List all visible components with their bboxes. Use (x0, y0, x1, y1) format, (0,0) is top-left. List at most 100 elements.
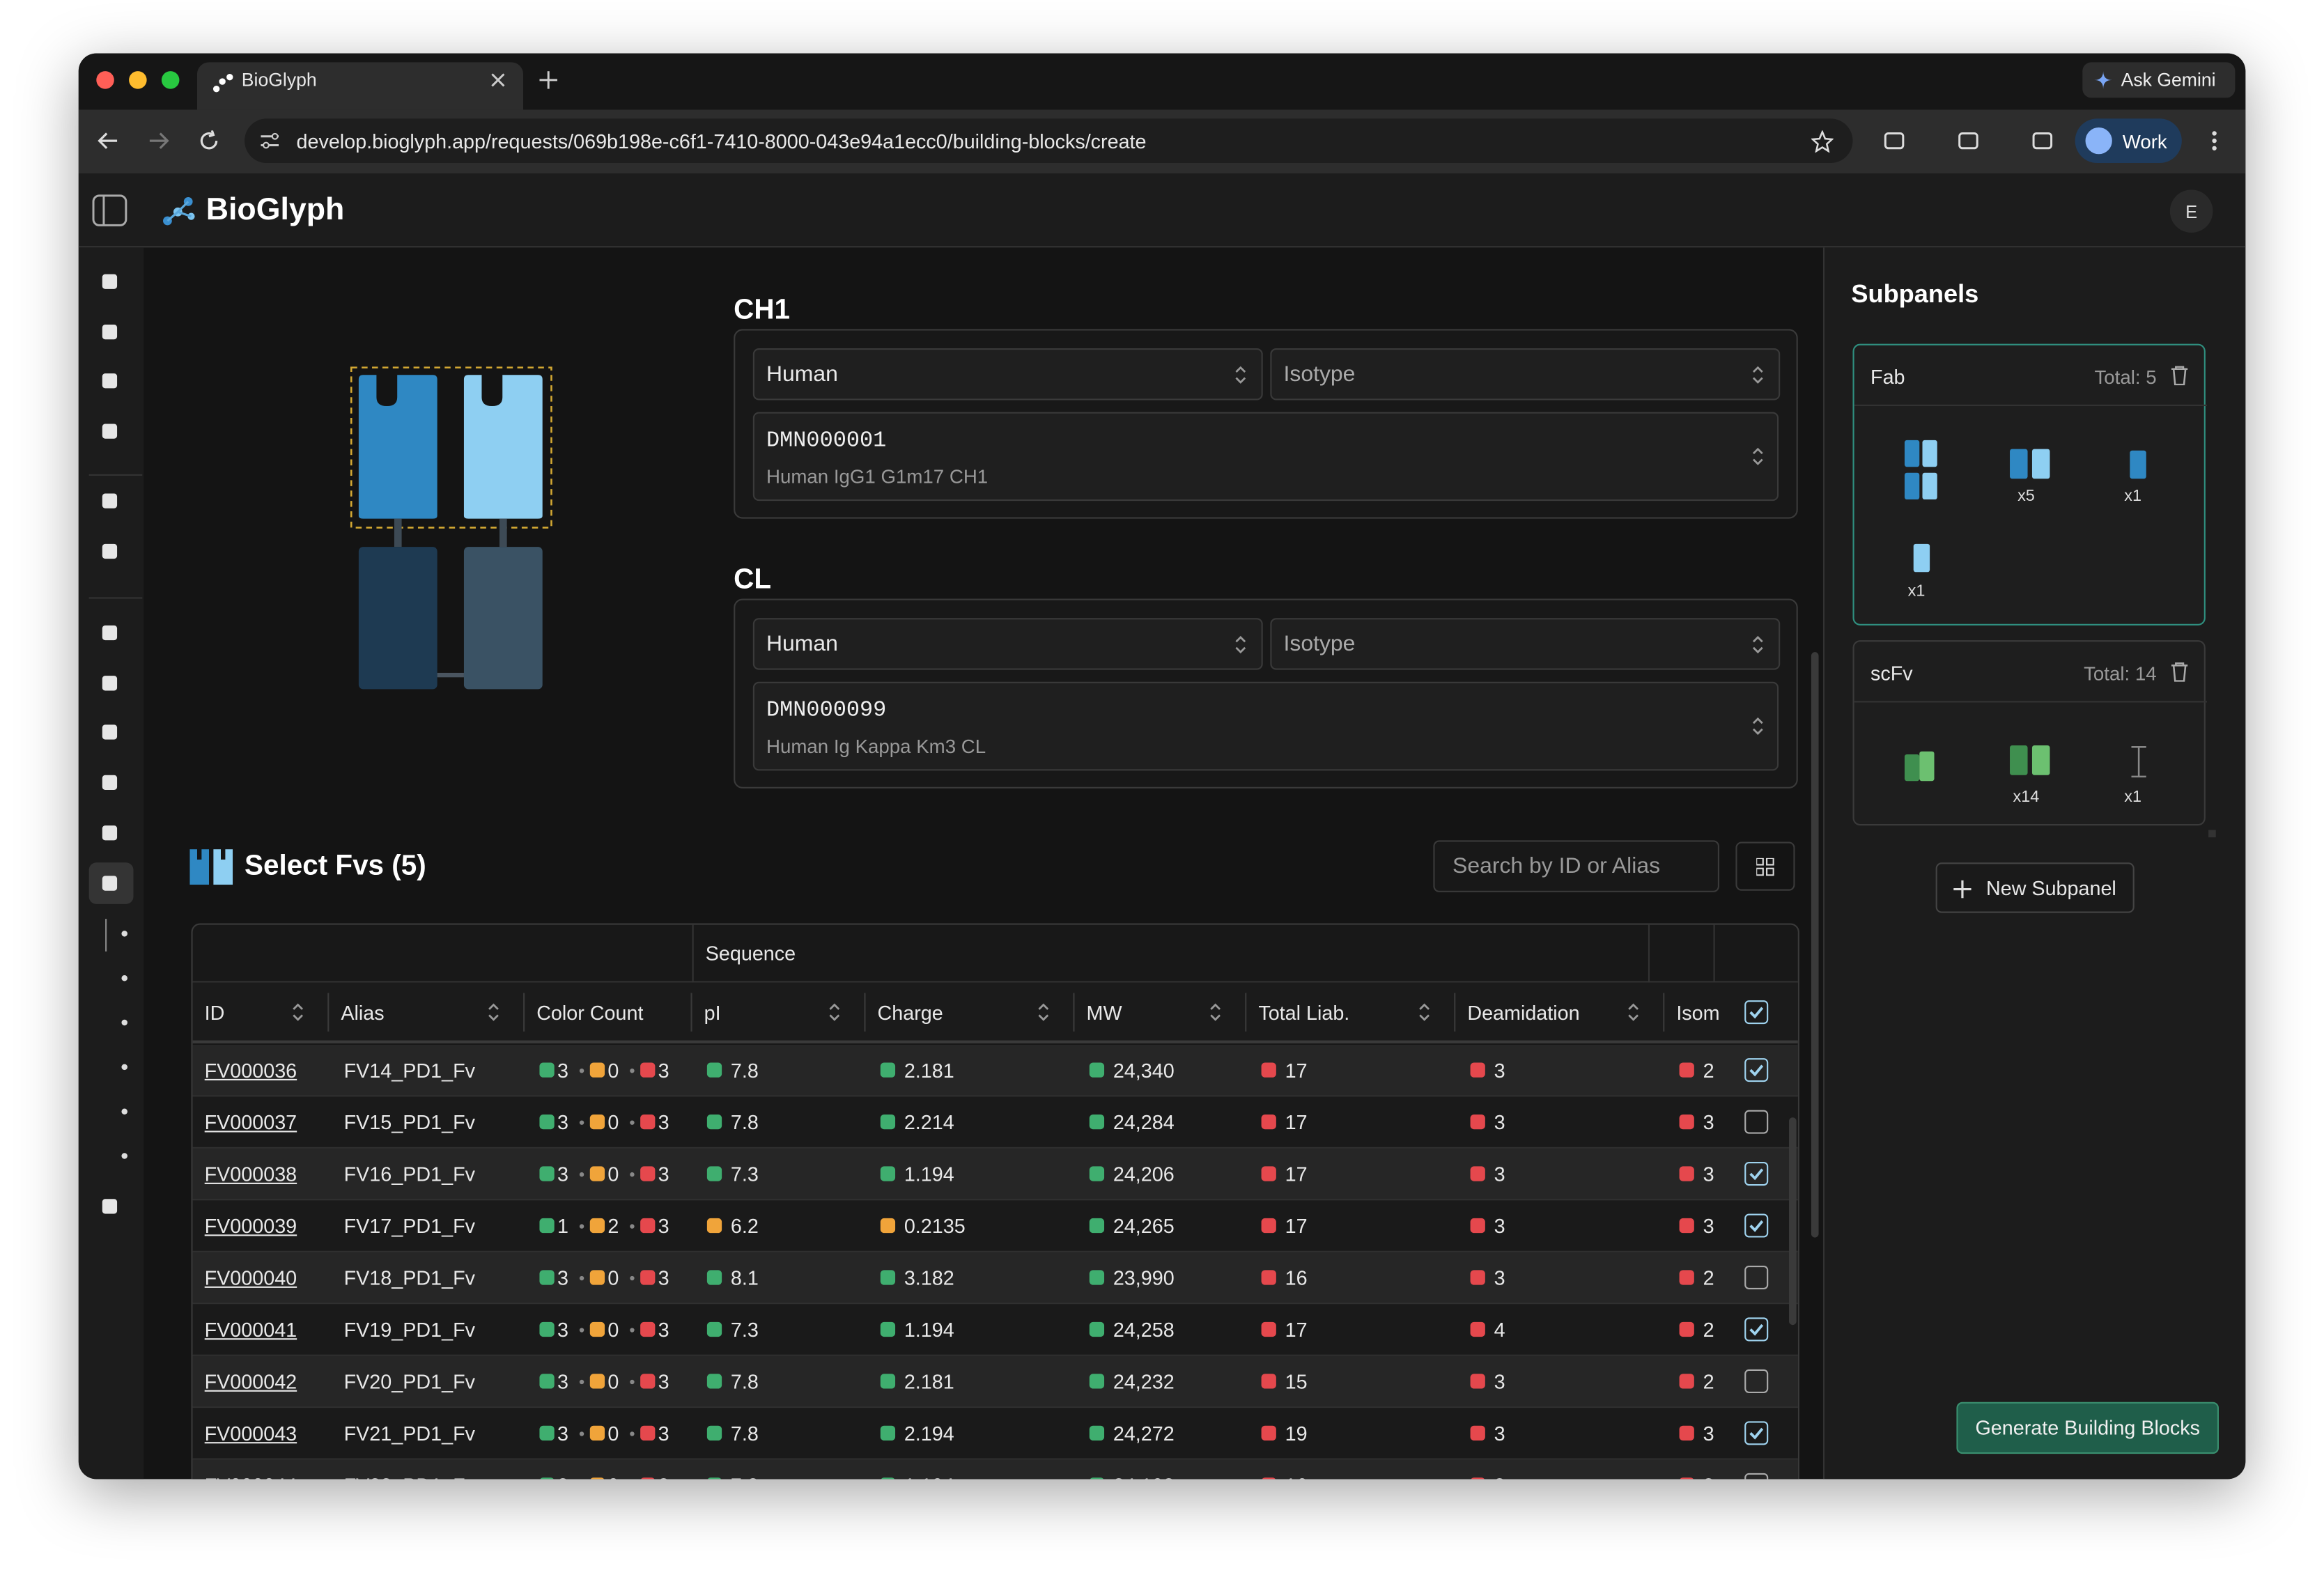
count-separator (579, 1172, 584, 1177)
column-header[interactable]: Total Liab. (1258, 1001, 1350, 1024)
fv-id-link[interactable]: FV000040 (204, 1267, 297, 1290)
sidebar-sub-item[interactable] (121, 1108, 127, 1115)
fv-id-link[interactable]: FV000042 (204, 1371, 297, 1393)
subpanel-card[interactable]: scFv Total: 14 x14 x1 (1852, 640, 2207, 826)
column-header[interactable]: Alias (341, 1001, 385, 1024)
fv-id-link[interactable]: FV000041 (204, 1319, 297, 1342)
nav-back[interactable] (98, 130, 118, 151)
ask-gemini-button[interactable]: Ask Gemini (2082, 62, 2236, 98)
table-row[interactable]: FV000044 FV22_PD1_Fv 3 0 3 7.3 1.194 24,193 16 3 3 (192, 1459, 1798, 1480)
sidebar-toggle[interactable] (92, 194, 127, 227)
row-checkbox[interactable] (1744, 1473, 1769, 1480)
cast-button[interactable] (1956, 129, 1980, 153)
block-glyph (1904, 472, 1920, 500)
sidebar-icon[interactable] (100, 371, 121, 391)
status-dot (880, 1166, 896, 1181)
profile-button[interactable]: Work (2075, 118, 2182, 164)
column-header[interactable]: Charge (877, 1001, 943, 1024)
nav-reload[interactable] (199, 130, 219, 151)
select-all-checkbox[interactable] (1744, 1000, 1769, 1025)
sidebar-icon[interactable] (100, 772, 121, 793)
sidebar-icon[interactable] (100, 490, 121, 511)
table-row[interactable]: FV000037 FV15_PD1_Fv 3 0 3 7.8 2.214 24,284 17 3 3 (192, 1096, 1798, 1149)
sidebar-icon[interactable] (100, 823, 121, 844)
row-checkbox[interactable] (1744, 1421, 1769, 1445)
fvs-table: Sequence ID Alias Color Count pI Charge MW Tota… (191, 923, 1799, 1480)
row-checkbox[interactable] (1744, 1369, 1769, 1393)
fv-id-link[interactable]: FV000037 (204, 1111, 297, 1134)
window-control[interactable] (129, 71, 147, 89)
row-checkbox[interactable] (1744, 1317, 1769, 1342)
species-select[interactable]: Human (752, 618, 1263, 670)
isotype-select[interactable]: Isotype (1270, 348, 1781, 401)
sidebar-icon[interactable] (100, 541, 121, 562)
delete-icon[interactable] (2171, 662, 2188, 682)
column-header[interactable]: ID (204, 1001, 225, 1024)
column-settings-button[interactable] (1735, 841, 1795, 891)
table-row[interactable]: FV000040 FV18_PD1_Fv 3 0 3 8.1 3.182 23,990 16 3 2 (192, 1252, 1798, 1305)
row-checkbox[interactable] (1744, 1265, 1769, 1290)
user-avatar[interactable]: E (2169, 189, 2213, 233)
extensions-button[interactable] (1882, 129, 1906, 153)
sidebar-icon[interactable] (100, 673, 121, 694)
sidebar-icon[interactable] (100, 271, 121, 292)
window-control[interactable] (96, 71, 114, 89)
sidebar-icon[interactable] (100, 322, 121, 343)
bookmark-star[interactable] (1811, 130, 1834, 153)
table-row[interactable]: FV000036 FV14_PD1_Fv 3 0 3 7.8 2.181 24,340 17 3 2 (192, 1044, 1798, 1097)
new-tab[interactable] (539, 71, 557, 89)
column-header[interactable]: MW (1086, 1001, 1122, 1024)
sidebar-icon[interactable] (100, 421, 121, 442)
sidebar-icon[interactable] (100, 722, 121, 743)
new-subpanel-button[interactable]: New Subpanel (1935, 862, 2135, 913)
row-checkbox[interactable] (1744, 1058, 1769, 1082)
status-dot (1470, 1321, 1485, 1337)
isotype-select[interactable]: Isotype (1270, 618, 1781, 670)
downloads-button[interactable] (2031, 129, 2054, 153)
domain-select[interactable]: DMN000099 Human Ig Kappa Km3 CL (752, 681, 1779, 771)
fv-id-link[interactable]: FV000044 (205, 1460, 330, 1479)
block-glyph (1922, 440, 1937, 467)
sidebar-sub-item[interactable] (121, 1153, 127, 1159)
address-bar[interactable]: develop.bioglyph.app/requests/069b198e-c… (245, 118, 1853, 164)
delete-icon[interactable] (2171, 366, 2188, 386)
column-header[interactable]: pI (704, 1001, 721, 1024)
row-checkbox[interactable] (1744, 1162, 1769, 1186)
subpanel-card[interactable]: Fab Total: 5 x5 x1 x1 (1852, 343, 2207, 626)
row-checkbox[interactable] (1744, 1213, 1769, 1238)
browser-tab[interactable] (196, 62, 524, 110)
sidebar-icon[interactable] (100, 1196, 121, 1217)
sidebar-sub-item[interactable] (121, 975, 127, 981)
search-input[interactable]: Search by ID or Alias (1433, 840, 1720, 892)
table-row[interactable]: FV000041 FV19_PD1_Fv 3 0 3 7.3 1.194 24,258 17 4 2 (192, 1304, 1798, 1356)
sidebar-sub-item[interactable] (121, 1019, 127, 1026)
table-row[interactable]: FV000039 FV17_PD1_Fv 1 2 3 6.2 0.2135 24,265 17 3… (192, 1200, 1798, 1252)
sidebar-sub-item[interactable] (121, 931, 127, 937)
tab-close[interactable] (490, 72, 505, 87)
domain-select[interactable]: DMN000001 Human IgG1 G1m17 CH1 (752, 412, 1779, 502)
column-header[interactable]: Deamidation (1467, 1001, 1580, 1024)
status-dot (706, 1218, 722, 1234)
fv-id-link[interactable]: FV000039 (204, 1215, 297, 1238)
table-row[interactable]: FV000042 FV20_PD1_Fv 3 0 3 7.8 2.181 24,232 15 3 2 (192, 1356, 1798, 1408)
column-divider (1663, 993, 1665, 1032)
window-control[interactable] (161, 71, 180, 89)
sidebar-icon[interactable] (100, 623, 121, 644)
fv-alias: FV22_PD1_Fv (344, 1460, 522, 1479)
nav-forward[interactable] (148, 130, 169, 151)
deamidation: 3 (1494, 1371, 1505, 1393)
sidebar-sub-item[interactable] (121, 1064, 127, 1071)
generate-button[interactable]: Generate Building Blocks (1956, 1401, 2220, 1454)
table-row[interactable]: FV000038 FV16_PD1_Fv 3 0 3 7.3 1.194 24,206 17 3 3 (192, 1148, 1798, 1201)
species-select[interactable]: Human (752, 348, 1263, 401)
browser-menu[interactable] (2208, 129, 2220, 153)
sidebar-icon[interactable] (100, 873, 121, 894)
row-checkbox[interactable] (1744, 1110, 1769, 1134)
fv-id-link[interactable]: FV000038 (204, 1163, 297, 1186)
fv-id-link[interactable]: FV000036 (204, 1059, 297, 1082)
fv-id-link[interactable]: FV000043 (204, 1422, 297, 1445)
status-dot (880, 1374, 896, 1389)
column-header: Isom (1676, 1001, 1720, 1024)
table-row[interactable]: FV000043 FV21_PD1_Fv 3 0 3 7.8 2.194 24,272 19 3 3 (192, 1408, 1798, 1460)
status-dot (640, 1425, 656, 1441)
